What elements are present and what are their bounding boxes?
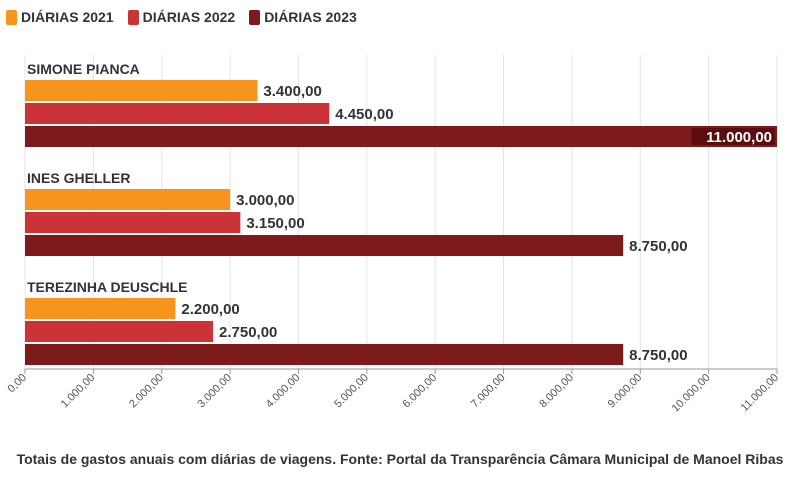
x-tick-label: 0,00 [5, 372, 29, 396]
chart-caption: Totais de gastos anuais com diárias de v… [16, 451, 784, 467]
legend-item: DIÁRIAS 2022 [127, 9, 236, 25]
legend-swatch [249, 9, 261, 25]
x-tick-label: 4.000,00 [264, 372, 303, 411]
data-label: 8.750,00 [629, 238, 687, 255]
x-tick-label: 7.000,00 [469, 372, 508, 411]
data-label: 2.750,00 [219, 324, 277, 341]
x-tick-label: 10.000,00 [670, 372, 713, 415]
bar [25, 189, 231, 210]
legend-label: DIÁRIAS 2022 [142, 9, 236, 25]
x-tick-label: 9.000,00 [606, 372, 645, 411]
data-label: 2.200,00 [181, 301, 239, 318]
bar [25, 80, 258, 101]
data-label: 3.000,00 [236, 192, 294, 209]
x-tick-label: 2.000,00 [127, 372, 166, 411]
legend: DIÁRIAS 2021 DIÁRIAS 2022 DIÁRIAS 2023 [6, 9, 357, 25]
category-label: TEREZINHA DEUSCHLE [27, 279, 188, 295]
bar [25, 321, 213, 342]
data-label: 3.400,00 [263, 83, 321, 100]
x-tick-label: 8.000,00 [537, 372, 576, 411]
category-label: SIMONE PIANCA [27, 61, 140, 77]
x-tick-label: 11.000,00 [739, 372, 782, 415]
legend-swatch [6, 9, 17, 25]
bar [25, 126, 777, 147]
legend-label: DIÁRIAS 2021 [21, 9, 114, 25]
data-label: 4.450,00 [335, 106, 393, 123]
legend-label: DIÁRIAS 2023 [264, 9, 357, 25]
bar [25, 235, 624, 256]
data-label-box [691, 128, 775, 145]
category-label: INES GHELLER [27, 170, 130, 186]
legend-item: DIÁRIAS 2023 [249, 9, 357, 25]
legend-item: DIÁRIAS 2021 [6, 9, 114, 25]
legend-swatch [127, 9, 139, 25]
bar [25, 212, 241, 233]
bar [25, 103, 330, 124]
x-tick-label: 3.000,00 [195, 372, 234, 411]
x-tick-label: 5.000,00 [332, 372, 371, 411]
data-label: 8.750,00 [629, 347, 687, 364]
x-tick-label: 1.000,00 [59, 372, 98, 411]
bar-chart: 0,00 1.000,00 2.000,00 3.000,00 4.000,00 5.00… [5, 55, 782, 415]
bar [25, 344, 624, 365]
x-tick-label: 6.000,00 [401, 372, 440, 411]
data-label: 3.150,00 [246, 215, 304, 232]
bar [25, 298, 176, 319]
data-label: 11.000,00 [706, 129, 772, 146]
